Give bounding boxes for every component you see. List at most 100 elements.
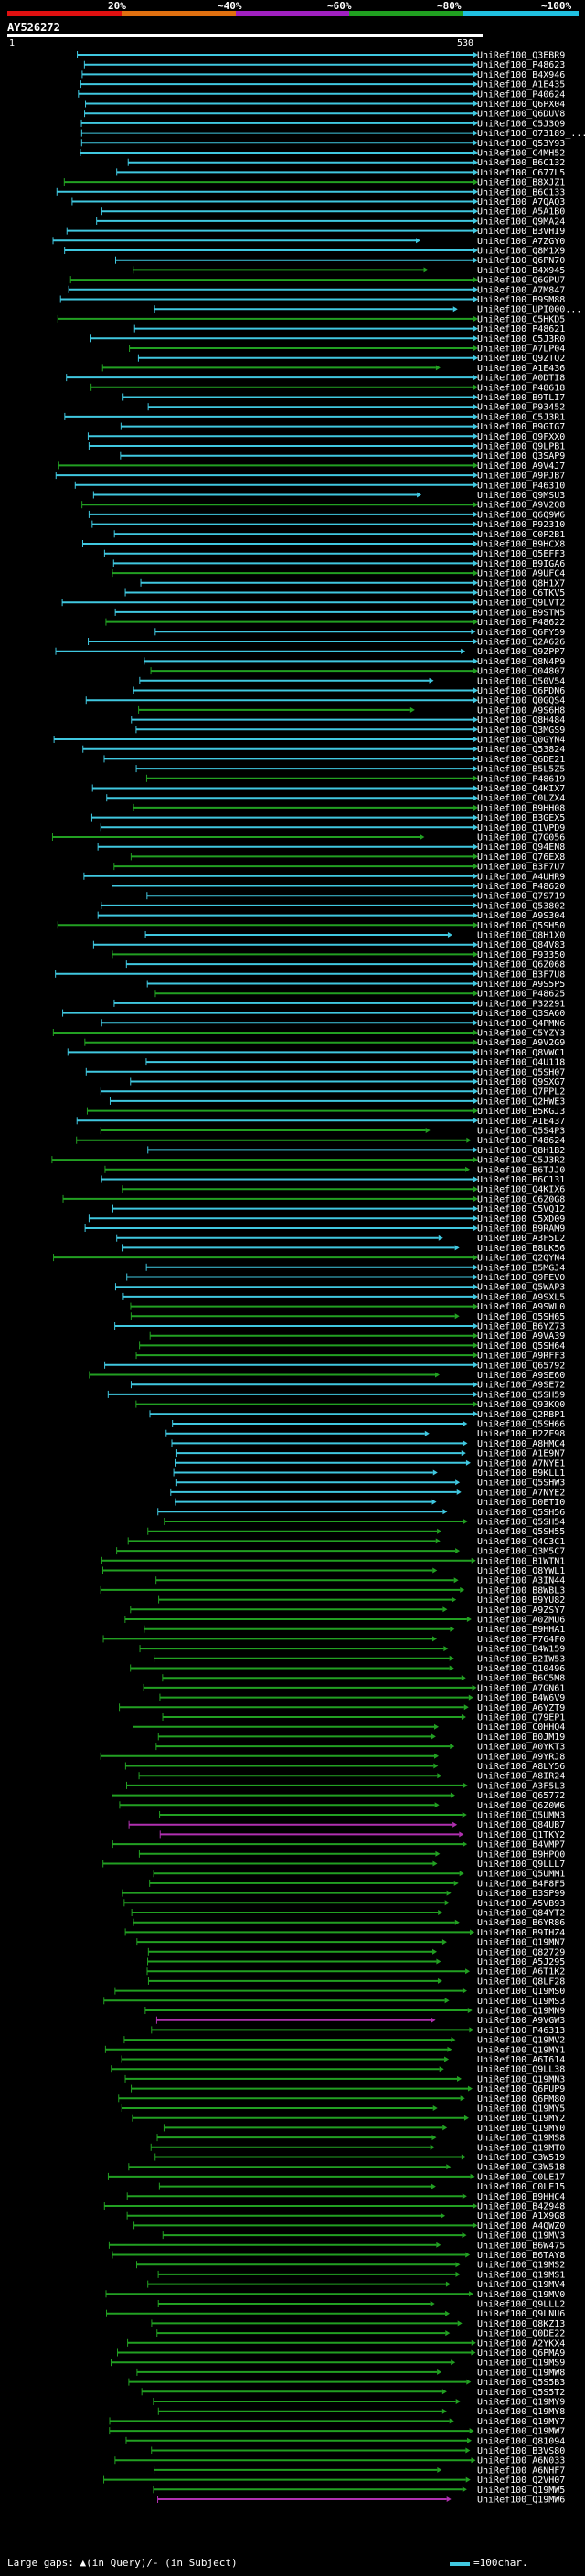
hit-label: UniRef100_Q6PMA9 (477, 2348, 565, 2359)
hit-end-arrow (473, 1255, 478, 1261)
hit-row: UniRef100_Q19MS8 (156, 2134, 565, 2144)
hit-label: UniRef100_Q79EP1 (477, 1713, 565, 1723)
hit-label: UniRef100_Q19MS1 (477, 2270, 565, 2280)
hit-end-arrow (446, 1890, 452, 1896)
hit-label: UniRef100_B6YR86 (477, 1918, 565, 1928)
hit-row: UniRef100_A0YKT3 (155, 1743, 565, 1753)
hit-label: UniRef100_Q04807 (477, 667, 565, 677)
hit-row: UniRef100_B9HCX8 (81, 540, 565, 550)
hit-row: UniRef100_Q8M1X9 (64, 247, 565, 257)
hit-row: UniRef100_Q76EX8 (130, 853, 565, 863)
hit-end-arrow (437, 1977, 442, 1984)
hit-label: UniRef100_C5VQ12 (477, 1204, 565, 1214)
hit-row: UniRef100_Q19MV3 (162, 2231, 565, 2242)
hit-end-arrow (452, 1821, 458, 1828)
hit-end-arrow (473, 81, 478, 88)
legend: Large gaps: ▲(in Query)/- (in Subject) =… (7, 2555, 578, 2571)
hit-label: UniRef100_Q9LLL7 (477, 1860, 565, 1870)
hit-row: UniRef100_Q10496 (130, 1664, 565, 1674)
hit-row: UniRef100_P40624 (78, 90, 565, 100)
hit-end-arrow (462, 2486, 467, 2493)
hit-label: UniRef100_B2IW53 (477, 1654, 565, 1664)
hit-label: UniRef100_Q6PM80 (477, 2094, 565, 2104)
hit-row: UniRef100_A5A1B0 (101, 207, 565, 217)
hit-end-arrow (461, 1714, 466, 1720)
hit-row: UniRef100_A5VB93 (123, 1899, 565, 1909)
hit-label: UniRef100_Q9SXG7 (477, 1077, 565, 1087)
hit-end-arrow (473, 961, 478, 968)
hit-row: UniRef100_Q6Q9W6 (88, 510, 565, 520)
hit-end-arrow (438, 1235, 443, 1241)
query-sequence-bar (7, 34, 483, 37)
hit-end-arrow (473, 1039, 478, 1045)
hit-label: UniRef100_A6T1K2 (477, 1967, 565, 1977)
legend-scale-swatch (450, 2562, 470, 2566)
hit-row: UniRef100_B6TJJ0 (104, 1165, 565, 1175)
hit-row: UniRef100_P92310 (91, 520, 565, 530)
hit-end-arrow (447, 932, 452, 938)
hit-label: UniRef100_Q7PPL2 (477, 1087, 565, 1097)
hit-end-arrow (441, 1939, 447, 1945)
hit-end-arrow (473, 384, 478, 390)
hit-end-arrow (438, 1910, 443, 1915)
hit-label: UniRef100_Q6Z0W6 (477, 1801, 565, 1811)
hit-end-arrow (468, 2291, 473, 2297)
hit-end-arrow (473, 90, 478, 97)
hit-label: UniRef100_Q3MGS9 (477, 726, 565, 736)
hit-row: UniRef100_P93452 (147, 403, 565, 413)
hit-end-arrow (462, 2232, 467, 2239)
hit-row: UniRef100_Q53824 (82, 745, 565, 755)
hit-row: UniRef100_Q1TKY2 (159, 1830, 565, 1840)
hit-label: UniRef100_Q81094 (477, 2436, 565, 2446)
hit-row: UniRef100_Q8LF28 (147, 1977, 565, 1987)
hit-label: UniRef100_A7NYE1 (477, 1458, 565, 1468)
hit-row: UniRef100_A9S304 (97, 911, 565, 921)
hit-row: UniRef100_B3F7U8 (55, 970, 565, 980)
hit-row: UniRef100_B9KLL1 (173, 1468, 565, 1479)
hit-end-arrow (473, 1000, 478, 1006)
hit-label: UniRef100_A8IR24 (477, 1772, 565, 1782)
hit-label: UniRef100_A5VB93 (477, 1899, 565, 1909)
hit-end-arrow (455, 2271, 461, 2277)
hit-end-arrow (473, 1391, 478, 1397)
hit-row: UniRef100_Q4KIX7 (91, 784, 565, 794)
hit-end-arrow (473, 1293, 478, 1299)
hit-row: UniRef100_Q5S4P3 (100, 1127, 565, 1137)
hit-row: UniRef100_Q19MV4 (147, 2280, 565, 2290)
hit-end-arrow (473, 277, 478, 283)
hit-row: UniRef100_C3W519 (154, 2153, 565, 2163)
hit-end-arrow (455, 2399, 461, 2404)
hit-end-arrow (417, 492, 422, 498)
hit-label: UniRef100_P48624 (477, 1136, 565, 1146)
hit-row: UniRef100_A1E9N7 (176, 1449, 565, 1459)
hit-label: UniRef100_P32291 (477, 999, 565, 1009)
hit-end-arrow (473, 150, 478, 155)
hit-label: UniRef100_A6YZT9 (477, 1703, 565, 1713)
query-start-tick: 1 (9, 38, 16, 48)
hit-end-arrow (437, 2369, 442, 2375)
hit-row: UniRef100_C6TKV5 (124, 588, 565, 599)
hit-row: UniRef100_A6NHF7 (154, 2465, 565, 2475)
hit-label: UniRef100_Q0GQS4 (477, 696, 565, 706)
hit-label: UniRef100_B4X946 (477, 70, 565, 80)
hit-end-arrow (473, 1068, 478, 1075)
hit-end-arrow (435, 1850, 441, 1857)
hit-label: UniRef100_Q2VH07 (477, 2475, 565, 2486)
hit-label: UniRef100_Q6DUV8 (477, 110, 565, 120)
hit-row: UniRef100_P48625 (154, 990, 565, 1000)
hit-end-arrow (473, 315, 478, 322)
hit-row: UniRef100_Q7G056 (51, 833, 565, 843)
hit-row: UniRef100_A7GN61 (143, 1683, 565, 1693)
hit-row: UniRef100_Q9ZPP7 (55, 647, 565, 657)
hit-end-arrow (459, 1871, 464, 1877)
hit-end-arrow (465, 1459, 471, 1466)
hit-label: UniRef100_Q19MY8 (477, 2407, 565, 2417)
hit-label: UniRef100_B4X945 (477, 266, 565, 276)
hit-label: UniRef100_Q6PDN6 (477, 686, 565, 696)
hit-row: UniRef100_A8LY56 (124, 1762, 565, 1772)
hit-label: UniRef100_A8HMC4 (477, 1439, 565, 1449)
hit-end-arrow (434, 1802, 440, 1808)
hit-row: UniRef100_Q2VH07 (103, 2475, 565, 2486)
hit-label: UniRef100_A9SE72 (477, 1381, 565, 1391)
hit-row: UniRef100_B5MGJ4 (145, 1263, 565, 1273)
